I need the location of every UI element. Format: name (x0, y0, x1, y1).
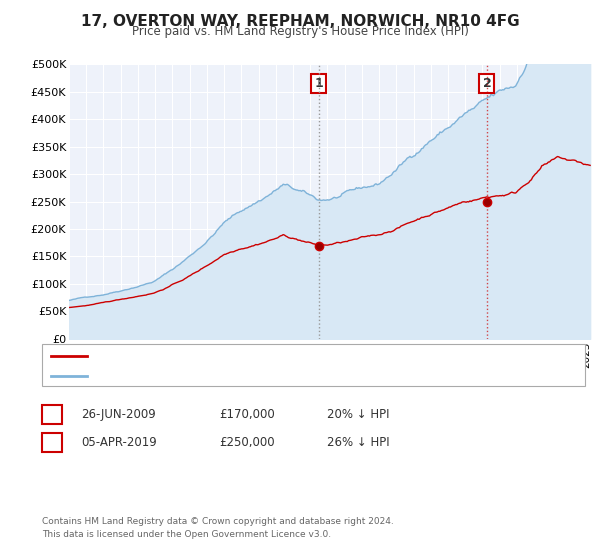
Text: 26% ↓ HPI: 26% ↓ HPI (327, 436, 389, 449)
Text: £170,000: £170,000 (219, 408, 275, 421)
Text: 17, OVERTON WAY, REEPHAM, NORWICH, NR10 4FG (detached house): 17, OVERTON WAY, REEPHAM, NORWICH, NR10 … (93, 351, 476, 361)
Text: 1: 1 (314, 77, 323, 90)
Text: 05-APR-2019: 05-APR-2019 (81, 436, 157, 449)
Text: HPI: Average price, detached house, Broadland: HPI: Average price, detached house, Broa… (93, 371, 351, 381)
Text: 2: 2 (482, 77, 491, 90)
Text: 1: 1 (47, 408, 56, 421)
Text: Contains HM Land Registry data © Crown copyright and database right 2024.: Contains HM Land Registry data © Crown c… (42, 517, 394, 526)
Text: £250,000: £250,000 (219, 436, 275, 449)
Text: 2: 2 (47, 436, 56, 449)
Text: 20% ↓ HPI: 20% ↓ HPI (327, 408, 389, 421)
Text: 17, OVERTON WAY, REEPHAM, NORWICH, NR10 4FG: 17, OVERTON WAY, REEPHAM, NORWICH, NR10 … (80, 14, 520, 29)
Text: This data is licensed under the Open Government Licence v3.0.: This data is licensed under the Open Gov… (42, 530, 331, 539)
Text: Price paid vs. HM Land Registry's House Price Index (HPI): Price paid vs. HM Land Registry's House … (131, 25, 469, 38)
Text: 26-JUN-2009: 26-JUN-2009 (81, 408, 156, 421)
